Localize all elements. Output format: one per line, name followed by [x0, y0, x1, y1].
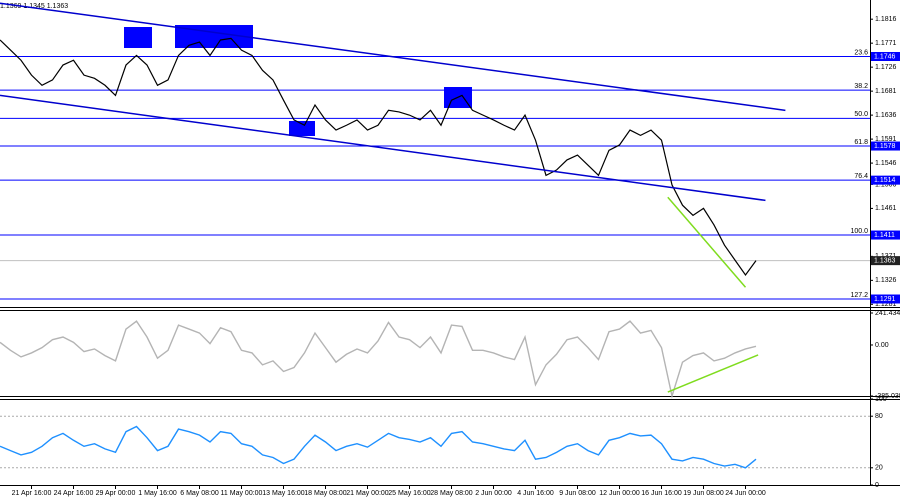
y-tick-label: 1.1681	[875, 88, 897, 95]
x-tick-label: 21 May 00:00	[346, 490, 389, 497]
price-tag	[871, 294, 900, 304]
header: 1.1369 1.1345 1.1363	[0, 3, 68, 10]
y-tick-label: 1.1326	[875, 277, 897, 284]
x-tick-label: 1 May 16:00	[138, 490, 177, 497]
y-tick-label: 1.1506	[875, 181, 897, 188]
x-tick-label: 18 May 08:00	[304, 490, 347, 497]
fib-label: 76.4	[854, 173, 868, 180]
box	[124, 27, 152, 48]
series-line	[0, 320, 757, 399]
price-tag-label: 1.1363	[874, 257, 896, 264]
x-tick-label: 21 Apr 16:00	[12, 490, 52, 497]
x-tick-label: 4 Jun 16:00	[517, 490, 554, 497]
y-tick-label: 1.1726	[875, 64, 897, 71]
y-tick-label: 1.1636	[875, 112, 897, 119]
y-tick-label: 0.00	[875, 342, 889, 349]
fib-label: 38.2	[854, 83, 868, 90]
x-tick-label: 24 Apr 16:00	[54, 490, 94, 497]
x-tick-label: 19 Jun 08:00	[683, 490, 724, 497]
y-tick-label: 1.1281	[875, 301, 897, 308]
y-tick-label: 100	[875, 396, 887, 403]
fib-label: 61.8	[854, 139, 868, 146]
trend-line	[667, 196, 747, 288]
x-tick-label: 16 Jun 16:00	[641, 490, 682, 497]
trend-line	[667, 354, 759, 393]
box	[289, 121, 315, 136]
series-line	[0, 37, 757, 277]
x-tick-label: 29 Apr 00:00	[96, 490, 136, 497]
box	[175, 25, 253, 48]
price-tag-label: 1.1578	[874, 143, 896, 150]
trend-line	[0, 2, 786, 112]
x-tick-label: 28 May 08:00	[430, 490, 473, 497]
y-tick-label: 1.1771	[875, 40, 897, 47]
trend-line	[0, 94, 766, 202]
price-tag-label: 1.1514	[874, 177, 896, 184]
price-tag-label: 1.1746	[874, 53, 896, 60]
y-tick-label: 1.1546	[875, 160, 897, 167]
fib-label: 100.0	[850, 228, 868, 235]
price-tag	[871, 175, 900, 185]
x-tick-label: 11 May 00:00	[221, 490, 263, 497]
x-tick-label: 12 Jun 00:00	[599, 490, 640, 497]
y-tick-label: 0	[875, 482, 879, 489]
x-tick-label: 25 May 16:00	[388, 490, 431, 497]
y-tick-label: 1.1461	[875, 205, 897, 212]
fib-label: 23.6	[854, 49, 868, 56]
price-tag-label: 1.1411	[874, 232, 895, 239]
y-tick-label: 80	[875, 413, 883, 420]
price-tag	[871, 141, 900, 151]
y-tick-label: 20	[875, 465, 883, 472]
price-tag	[871, 230, 900, 240]
series-line	[0, 425, 757, 469]
price-tag	[871, 51, 900, 61]
fib-label: 50.0	[854, 111, 868, 118]
x-tick-label: 13 May 16:00	[262, 490, 305, 497]
x-tick-label: 9 Jun 08:00	[559, 490, 596, 497]
x-tick-label: 24 Jun 00:00	[725, 490, 766, 497]
y-tick-label: 241.4348	[875, 310, 900, 317]
x-tick-label: 6 May 08:00	[180, 490, 219, 497]
price-tag-label: 1.1291	[874, 296, 896, 303]
y-tick-label: -385.0391	[875, 393, 900, 400]
fib-label: 127.2	[850, 292, 868, 299]
x-tick-label: 2 Jun 00:00	[475, 490, 512, 497]
price-tag	[871, 256, 900, 266]
y-tick-label: 1.1816	[875, 16, 897, 23]
y-tick-label: 1.1591	[875, 136, 897, 143]
